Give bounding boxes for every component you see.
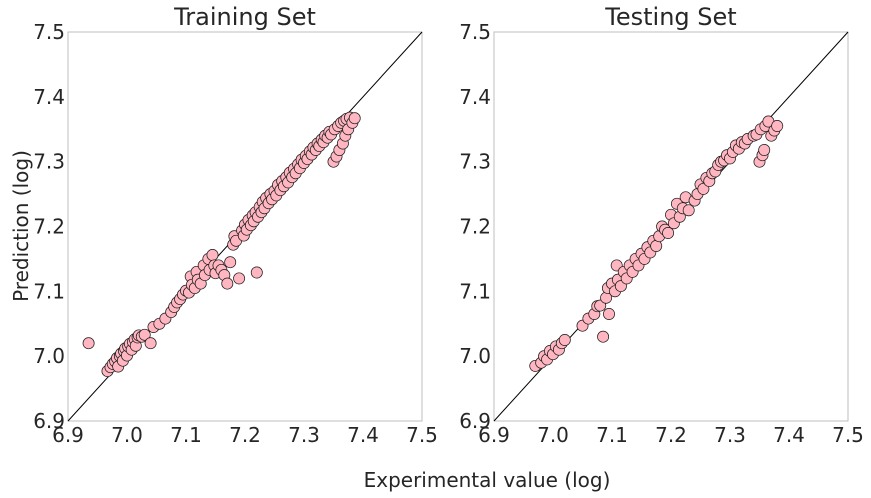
data-point <box>224 256 237 269</box>
y-tick-label: 7.2 <box>459 215 491 239</box>
chart-title: Training Set <box>173 3 316 31</box>
y-tick-label: 7.0 <box>33 344 65 368</box>
x-tick-label: 6.9 <box>478 423 510 447</box>
data-point <box>603 308 615 320</box>
x-tick-label: 7.2 <box>655 423 687 447</box>
y-tick-label: 7.0 <box>459 344 491 368</box>
data-point <box>597 330 610 343</box>
x-tick-label: 7.5 <box>832 423 864 447</box>
data-point <box>82 337 95 350</box>
data-point <box>206 249 219 261</box>
data-point <box>138 328 151 341</box>
y-tick-label: 6.9 <box>33 409 65 433</box>
x-tick-label: 6.9 <box>52 423 84 447</box>
y-tick-label: 7.1 <box>33 279 65 303</box>
y-tick-label: 7.4 <box>33 85 65 109</box>
testing-set-panel: Testing Set 6.9 7.0 7.1 7.2 7.3 7.4 7.5 6.9 7.0 7.… <box>459 3 864 447</box>
x-tick-label: 7.1 <box>170 423 202 447</box>
x-tick-label: 7.0 <box>111 423 143 447</box>
x-tick-label: 7.4 <box>347 423 379 447</box>
data-point <box>558 334 571 346</box>
data-point <box>250 266 263 279</box>
y-tick-label: 7.1 <box>459 279 491 303</box>
y-tick-label: 7.4 <box>459 85 491 109</box>
data-point <box>771 120 784 132</box>
y-tick-label: 7.5 <box>33 20 65 44</box>
y-axis-label: Prediction (log) <box>9 150 33 302</box>
y-tick-label: 7.5 <box>459 20 491 44</box>
data-point <box>682 204 695 217</box>
x-tick-label: 7.4 <box>773 423 805 447</box>
x-tick-label: 7.3 <box>714 423 746 447</box>
x-axis-label: Experimental value (log) <box>364 468 611 492</box>
data-point <box>662 227 675 239</box>
data-point <box>144 337 157 350</box>
data-point <box>650 240 663 252</box>
y-tick-label: 7.2 <box>33 215 65 239</box>
data-point <box>233 272 246 285</box>
x-tick-label: 7.1 <box>596 423 628 447</box>
training-set-panel: Training Set 6.9 7.0 7.1 7.2 7.3 7.4 7.5 6.9 7.0 7… <box>33 3 438 447</box>
x-tick-label: 7.0 <box>537 423 569 447</box>
data-point <box>348 112 361 125</box>
x-tick-label: 7.3 <box>288 423 320 447</box>
y-tick-label: 7.3 <box>33 150 65 174</box>
y-tick-label: 7.3 <box>459 150 491 174</box>
data-point <box>221 277 234 290</box>
y-tick-label: 6.9 <box>459 409 491 433</box>
data-point <box>758 144 771 156</box>
chart-title: Testing Set <box>604 3 736 31</box>
x-tick-label: 7.5 <box>406 423 438 447</box>
x-tick-label: 7.2 <box>229 423 261 447</box>
